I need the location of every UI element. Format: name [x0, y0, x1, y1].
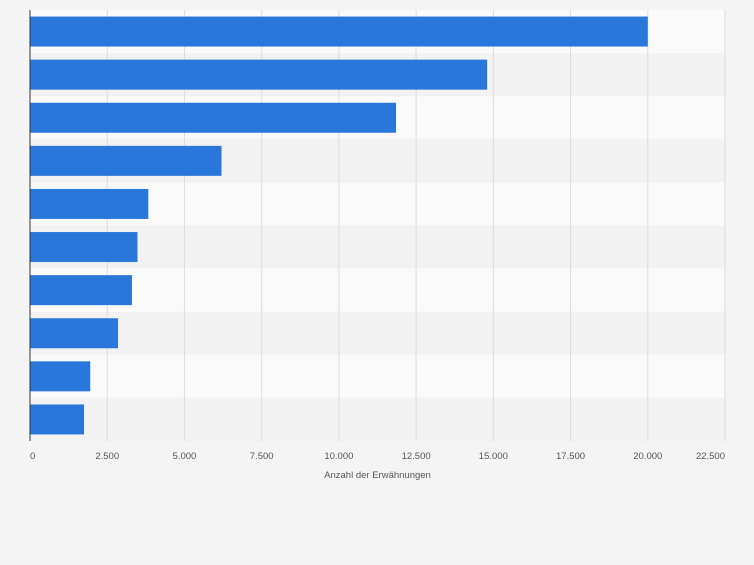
row-band: [30, 225, 725, 269]
row-band: [30, 397, 725, 441]
x-tick-labels: 0 2.500 5.000 7.500 10.000 12.500 15.000 17.500…: [30, 451, 725, 462]
x-tick-label: 17.500: [556, 451, 585, 462]
bar: [30, 16, 648, 47]
x-tick-label: 10.000: [324, 451, 353, 462]
row-band: [30, 268, 725, 312]
bar: [30, 275, 132, 306]
bar: [30, 361, 91, 392]
bar: [30, 232, 138, 263]
x-tick-label: 0: [30, 451, 35, 462]
x-tick-label: 12.500: [402, 451, 431, 462]
x-tick-label: 22.500: [696, 451, 725, 462]
bar: [30, 404, 85, 435]
bar: [30, 188, 149, 219]
bar: [30, 145, 222, 176]
bars: [30, 16, 648, 435]
x-axis-label: Anzahl der Erwähnungen: [324, 470, 431, 481]
x-tick-label: 5.000: [173, 451, 197, 462]
bar: [30, 59, 488, 90]
x-tick-label: 7.500: [250, 451, 274, 462]
row-band: [30, 311, 725, 355]
x-tick-label: 20.000: [633, 451, 662, 462]
bar: [30, 318, 119, 349]
row-band: [30, 354, 725, 398]
bar: [30, 102, 397, 133]
x-tick-label: 2.500: [95, 451, 119, 462]
x-tick-label: 15.000: [479, 451, 508, 462]
